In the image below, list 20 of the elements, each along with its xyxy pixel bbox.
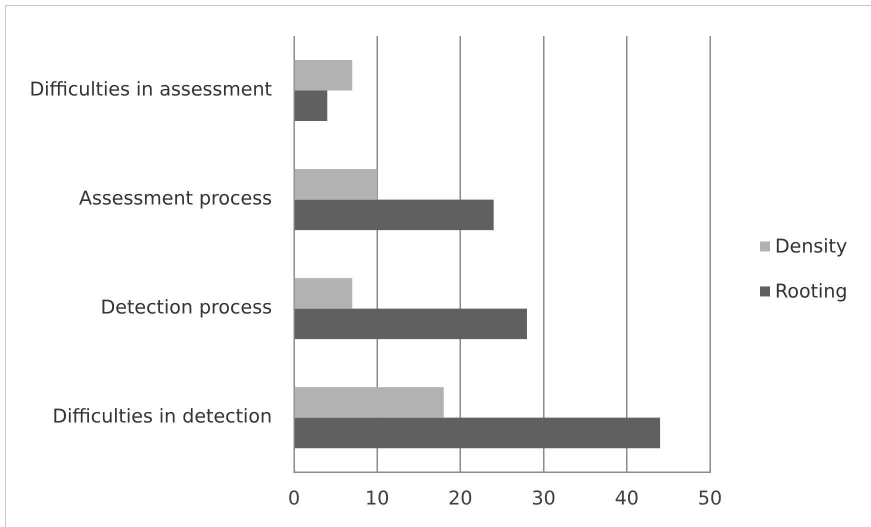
bar bbox=[294, 278, 352, 309]
y-tick-label: Difficulties in detection bbox=[52, 406, 272, 428]
x-tick-label: 10 bbox=[365, 488, 390, 510]
bar bbox=[294, 90, 328, 122]
x-tick-label: 30 bbox=[532, 488, 556, 510]
y-tick-label: Detection process bbox=[100, 296, 272, 319]
legend-label: Rooting bbox=[775, 280, 848, 303]
x-tick-label: 20 bbox=[448, 488, 472, 510]
legend-label: Density bbox=[775, 234, 848, 258]
bar bbox=[294, 387, 444, 418]
bar bbox=[294, 60, 352, 91]
bar bbox=[294, 418, 660, 448]
y-tick-label: Assessment process bbox=[78, 188, 272, 210]
x-tick-label: 50 bbox=[698, 488, 722, 510]
y-tick-label: Difficulties in assessment bbox=[30, 78, 272, 100]
x-tick-label: 40 bbox=[614, 488, 639, 510]
bar bbox=[294, 308, 527, 340]
bar bbox=[294, 200, 494, 230]
x-tick-label: 0 bbox=[288, 488, 300, 510]
bar bbox=[294, 169, 378, 200]
